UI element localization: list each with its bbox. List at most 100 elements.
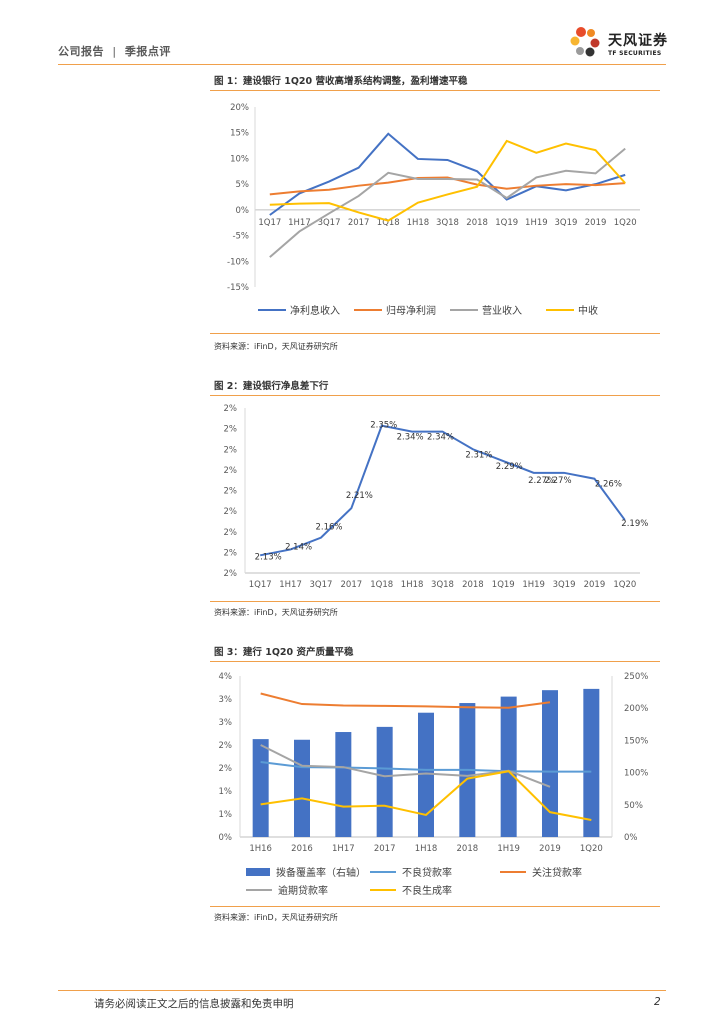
y-tick-label: 2% [224,487,238,497]
y-left-tick-label: 2% [219,764,233,774]
coverage-bar [252,739,269,837]
legend-label: 净利息收入 [290,304,340,317]
figure-2-source: 资料来源：iFinD，天风证券研究所 [214,608,338,617]
y-tick-label: 2% [224,548,238,558]
figure-1-title: 图 1：建设银行 1Q20 营收高增系结构调整，盈利增速平稳 [214,76,468,87]
x-tick-label: 2017 [348,218,370,228]
legend-label: 归母净利润 [386,304,436,317]
y-tick-label: 2% [224,425,238,435]
y-tick-label: 2% [224,507,238,517]
y-tick-label: 0% [236,206,250,216]
figure-1-source: 资料来源：iFinD，天风证券研究所 [214,342,338,351]
y-left-tick-label: 0% [219,833,233,843]
series-line [260,761,592,773]
y-right-tick-label: 50% [624,801,643,811]
y-tick-label: -10% [227,257,249,267]
nim-data-label: 2.13% [255,552,282,562]
x-tick-label: 1H18 [407,218,430,228]
y-tick-label: 20% [230,103,249,113]
nim-line [260,424,626,557]
y-tick-label: 2% [224,528,238,538]
x-tick-label: 1H18 [415,844,438,854]
y-tick-label: 2% [224,569,238,579]
tf-securities-logo: 天风证券 TF SECURITIES [568,24,672,60]
figure-2-bottom-rule [210,601,660,602]
figure-1-chart: 20% 15% 10% 5% 0% -5% -10% -15% 1Q17 1H17 3Q17 2017… [210,95,660,330]
net-interest-margin-line-chart: 2% 2% 2% 2% 2% 2% 2% 2% 2% 1Q17 1H17 3Q17 2017 1Q18 1H… [224,404,649,590]
x-tick-label: 1H17 [288,218,311,228]
report-type: 季报点评 [124,45,171,58]
y-right-tick-label: 150% [624,736,648,746]
x-tick-label: 1Q19 [492,580,515,590]
y-tick-label: 2% [224,404,238,414]
x-tick-label: 1Q19 [495,218,518,228]
nim-data-label: 2.14% [285,542,312,552]
y-right-tick-label: 0% [624,833,638,843]
x-tick-label: 3Q17 [310,580,333,590]
x-tick-label: 1Q20 [614,218,637,228]
figure-3-source: 资料来源：iFinD，天风证券研究所 [214,913,338,922]
report-header: 公司报告 | 季报点评 [58,43,171,59]
nim-data-label: 2.26% [595,480,622,490]
x-tick-label: 2019 [584,580,606,590]
flower-logo-icon [570,27,600,57]
nim-data-label: 2.27% [528,476,555,486]
x-tick-label: 2017 [341,580,363,590]
x-tick-label: 3Q18 [436,218,459,228]
x-tick-label: 2019 [585,218,607,228]
y-left-tick-label: 1% [219,810,233,820]
y-tick-label: -15% [227,283,249,293]
legend-label: 拨备覆盖率（右轴） [276,866,366,879]
coverage-bar [583,688,600,837]
x-tick-label: 3Q18 [431,580,454,590]
y-left-tick-label: 2% [219,741,233,751]
x-tick-label: 1H17 [279,580,302,590]
legend-label: 不良贷款率 [402,866,452,879]
series-line [269,139,626,222]
x-tick-label: 1H18 [401,580,424,590]
x-tick-label: 2017 [374,844,396,854]
nim-data-label: 2.34% [397,433,424,443]
x-tick-label: 1H17 [332,844,355,854]
coverage-bar [376,726,393,837]
x-tick-label: 2018 [457,844,479,854]
series-line [269,147,626,258]
footer-divider [58,990,666,991]
x-tick-label: 1H16 [249,844,272,854]
figure-1-top-rule [210,90,660,91]
x-tick-label: 1Q18 [370,580,393,590]
x-tick-label: 1Q17 [258,218,281,228]
nim-data-label: 2.29% [496,462,523,472]
y-tick-label: -5% [232,232,249,242]
figure-2-top-rule [210,395,660,396]
legend-label: 营业收入 [482,304,522,317]
x-tick-label: 1Q20 [613,580,636,590]
nim-data-label: 2.16% [315,523,342,533]
legend-label: 关注贷款率 [532,866,582,879]
logo-chinese-name: 天风证券 [608,33,668,49]
legend-label: 不良生成率 [402,884,452,897]
x-tick-label: 2016 [291,844,313,854]
x-tick-label: 2019 [539,844,561,854]
figure-1-bottom-rule [210,333,660,334]
coverage-bar [542,690,558,837]
coverage-bar [418,712,434,837]
nim-data-label: 2.27% [545,476,572,486]
coverage-bar [335,732,352,837]
series-line [260,770,592,821]
legend-label: 中收 [578,304,598,317]
y-tick-label: 10% [230,154,249,164]
logo-english-name: TF SECURITIES [608,50,662,57]
nim-data-label: 2.21% [346,491,373,501]
y-left-tick-label: 3% [219,695,233,705]
footer-disclaimer: 请务必阅读正文之后的信息披露和免责申明 [94,998,294,1010]
x-tick-label: 3Q19 [555,218,578,228]
asset-quality-combo-chart: 4% 3% 3% 2% 2% 1% 1% 0% 250% 200% 150% 100% 50% 0% 1H1… [219,672,649,897]
series-line [269,176,626,196]
coverage-bar [500,696,517,837]
nim-data-label: 2.35% [370,421,397,431]
legend-label: 逾期贷款率 [278,884,328,897]
figure-2-title: 图 2：建设银行净息差下行 [214,381,329,392]
header-separator: | [112,45,117,58]
header-divider [58,64,666,65]
